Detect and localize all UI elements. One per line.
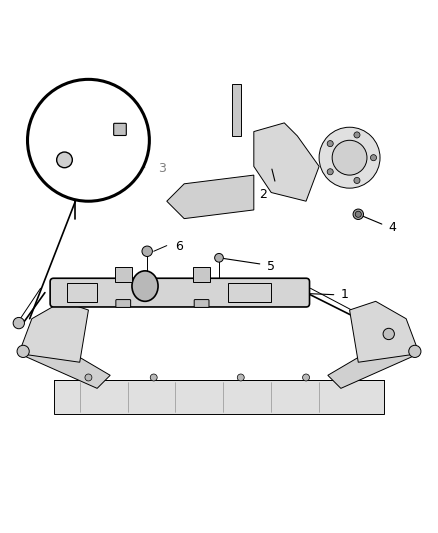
Polygon shape — [19, 332, 110, 389]
Polygon shape — [115, 266, 132, 282]
Circle shape — [237, 374, 244, 381]
Polygon shape — [328, 332, 419, 389]
Circle shape — [409, 345, 421, 358]
Text: 6: 6 — [176, 240, 184, 253]
Text: 4: 4 — [389, 221, 397, 234]
Ellipse shape — [132, 271, 158, 301]
Text: 3: 3 — [158, 162, 166, 175]
Polygon shape — [254, 123, 319, 201]
Polygon shape — [350, 301, 419, 362]
Circle shape — [28, 79, 149, 201]
Circle shape — [355, 211, 361, 217]
Circle shape — [17, 345, 29, 358]
Polygon shape — [19, 301, 88, 362]
Circle shape — [215, 254, 223, 262]
Circle shape — [150, 374, 157, 381]
Circle shape — [354, 132, 360, 138]
Circle shape — [142, 246, 152, 256]
Circle shape — [327, 169, 333, 175]
FancyBboxPatch shape — [116, 300, 131, 308]
Circle shape — [319, 127, 380, 188]
FancyBboxPatch shape — [50, 278, 310, 307]
Polygon shape — [167, 175, 254, 219]
Polygon shape — [193, 266, 210, 282]
Circle shape — [327, 141, 333, 147]
Circle shape — [383, 328, 394, 340]
Text: 1: 1 — [341, 288, 349, 301]
Polygon shape — [53, 379, 385, 415]
Circle shape — [85, 374, 92, 381]
Circle shape — [353, 209, 364, 220]
Circle shape — [57, 152, 72, 168]
Circle shape — [332, 140, 367, 175]
Circle shape — [371, 155, 377, 161]
Circle shape — [303, 374, 310, 381]
Polygon shape — [232, 84, 241, 136]
Text: 5: 5 — [267, 260, 275, 273]
Circle shape — [13, 318, 25, 329]
FancyBboxPatch shape — [114, 123, 126, 135]
Text: 2: 2 — [259, 188, 267, 201]
FancyBboxPatch shape — [194, 300, 209, 308]
Circle shape — [354, 177, 360, 183]
